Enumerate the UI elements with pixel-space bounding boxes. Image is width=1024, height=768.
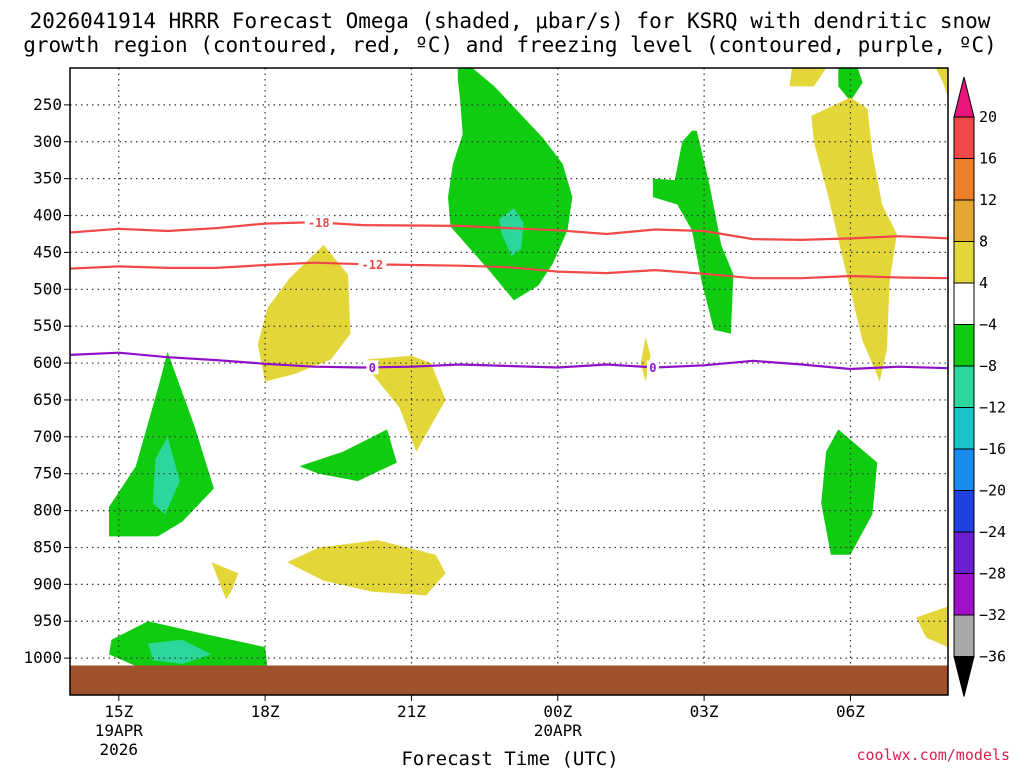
colorbar-bottom-triangle	[953, 656, 975, 697]
contour-line-2	[69, 351, 949, 371]
y-axis-ticks: 250 300 350 400 450 500 550 600 650 700 750 800 850 9…	[23, 95, 70, 667]
omega-region-4	[811, 97, 897, 382]
contour-label-bg-2	[366, 360, 379, 375]
omega-region-12	[299, 429, 397, 482]
chart-title-line-2: growth region (contoured, red, ºC) and f…	[23, 33, 997, 57]
plot-frame	[69, 67, 949, 696]
temperature-contours: -18 -12 0 0	[69, 215, 949, 375]
colorbar-band-5	[953, 324, 975, 367]
x-tick-label-15Z: 15Z	[104, 702, 133, 721]
y-tick-label-350: 350	[33, 169, 62, 188]
omega-region-18	[916, 606, 948, 648]
y-tick-label-650: 650	[33, 390, 62, 409]
colorbar-band-1	[953, 158, 975, 201]
x-tick-label-18Z: 18Z	[251, 702, 280, 721]
colorbar-band-9	[953, 490, 975, 533]
y-tick-label-950: 950	[33, 611, 62, 630]
contour-label-0: -18	[308, 216, 330, 230]
colorbar-label-11: −28	[979, 565, 1006, 583]
colorbar: 20 16 12 8 4 −4 −8 −12 −16 −20 −24 −28 −32 −36	[953, 76, 1006, 697]
colorbar-label-6: −8	[979, 357, 997, 375]
y-tick-label-400: 400	[33, 206, 62, 225]
omega-shaded-regions	[109, 68, 948, 673]
contour-label-bg-3	[646, 360, 659, 375]
colorbar-label-5: −4	[979, 316, 997, 334]
omega-region-7	[257, 245, 351, 382]
omega-region-8	[640, 337, 651, 382]
colorbar-band-0	[953, 116, 975, 159]
x-tick-date-00Z: 20APR	[534, 721, 583, 740]
omega-region-9	[367, 355, 446, 452]
omega-region-6	[935, 68, 948, 98]
colorbar-label-1: 16	[979, 150, 997, 168]
colorbar-label-8: −16	[979, 440, 1006, 458]
colorbar-band-3	[953, 241, 975, 284]
colorbar-band-7	[953, 407, 975, 450]
colorbar-label-13: −36	[979, 648, 1006, 666]
colorbar-band-10	[953, 531, 975, 574]
colorbar-label-7: −12	[979, 399, 1006, 417]
y-tick-label-600: 600	[33, 353, 62, 372]
grid-lines	[70, 68, 948, 695]
contour-label-bg-1	[358, 257, 387, 272]
y-tick-label-850: 850	[33, 537, 62, 556]
ground-surface	[70, 665, 948, 695]
colorbar-label-2: 12	[979, 191, 997, 209]
y-tick-label-550: 550	[33, 316, 62, 335]
y-tick-label-500: 500	[33, 279, 62, 298]
omega-region-10	[109, 352, 214, 537]
colorbar-band-8	[953, 448, 975, 491]
colorbar-band-2	[953, 199, 975, 242]
x-tick-label-21Z: 21Z	[397, 702, 426, 721]
chart-title-line-1: 2026041914 HRRR Forecast Omega (shaded, …	[30, 9, 991, 33]
omega-region-13	[821, 429, 878, 555]
y-tick-label-450: 450	[33, 242, 62, 261]
colorbar-label-12: −32	[979, 606, 1006, 624]
x-tick-year-15Z: 2026	[100, 740, 139, 759]
contour-label-2: 0	[369, 361, 376, 375]
contour-label-bg-0	[304, 215, 333, 230]
y-tick-label-750: 750	[33, 464, 62, 483]
colorbar-band-12	[953, 614, 975, 657]
y-tick-label-1000: 1000	[23, 648, 62, 667]
y-tick-label-700: 700	[33, 427, 62, 446]
omega-region-5	[789, 68, 827, 87]
omega-region-14	[211, 562, 239, 600]
colorbar-top-triangle	[953, 76, 975, 118]
omega-region-1	[499, 208, 524, 257]
x-tick-label-06Z: 06Z	[836, 702, 865, 721]
contour-label-1: -12	[362, 258, 384, 272]
omega-region-2	[652, 130, 734, 334]
y-tick-label-300: 300	[33, 132, 62, 151]
contour-line-1	[69, 261, 949, 280]
x-tick-date-15Z: 19APR	[95, 721, 144, 740]
omega-region-11	[152, 436, 180, 515]
y-tick-label-800: 800	[33, 501, 62, 520]
omega-region-0	[448, 68, 573, 301]
x-tick-label-03Z: 03Z	[690, 702, 719, 721]
y-tick-label-900: 900	[33, 574, 62, 593]
colorbar-label-0: 20	[979, 108, 997, 126]
x-axis-label: Forecast Time (UTC)	[401, 748, 618, 768]
omega-region-15	[287, 540, 446, 596]
y-tick-label-250: 250	[33, 95, 62, 114]
contour-label-3: 0	[649, 361, 656, 375]
contour-line-0	[69, 221, 949, 242]
colorbar-band-4	[953, 282, 975, 325]
colorbar-label-3: 8	[979, 233, 988, 251]
colorbar-label-4: 4	[979, 274, 988, 292]
colorbar-band-11	[953, 573, 975, 616]
colorbar-band-6	[953, 365, 975, 408]
x-tick-label-00Z: 00Z	[543, 702, 572, 721]
colorbar-label-9: −20	[979, 482, 1006, 500]
credit-text: coolwx.com/models	[856, 746, 1010, 764]
colorbar-label-10: −24	[979, 523, 1006, 541]
